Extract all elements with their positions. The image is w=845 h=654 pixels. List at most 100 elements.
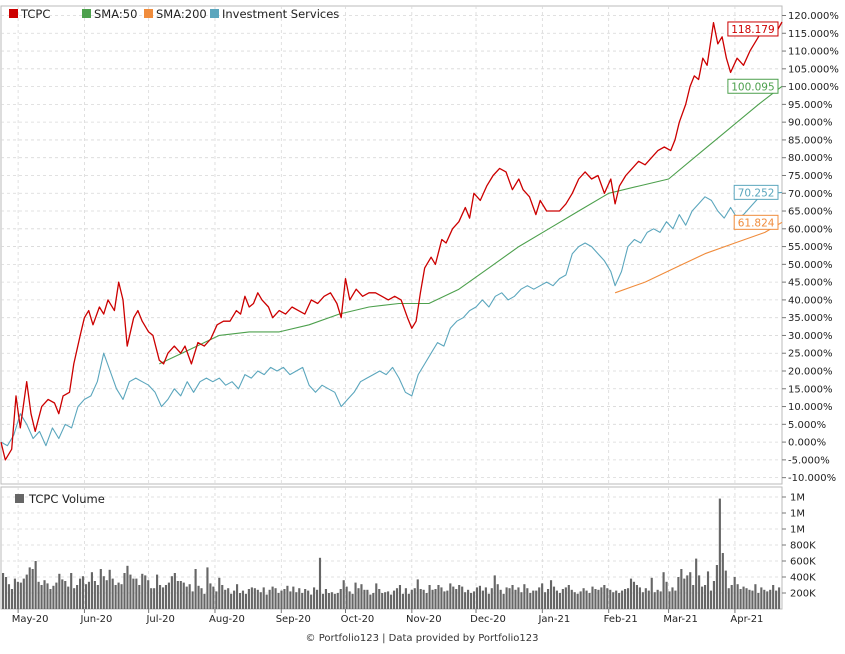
volume-bar: [102, 576, 105, 609]
volume-bar: [307, 590, 310, 609]
volume-bar: [2, 573, 5, 609]
volume-bar: [310, 594, 313, 609]
volume-bar: [431, 589, 434, 609]
volume-bar: [745, 588, 748, 609]
volume-bar: [392, 590, 396, 609]
volume-bar: [87, 581, 91, 609]
volume-bar: [43, 580, 46, 609]
volume-bar: [247, 589, 250, 609]
volume-bar: [487, 593, 490, 609]
volume-bar: [369, 594, 372, 609]
price-y-tick-label: 120.000%: [788, 11, 839, 22]
volume-bar: [230, 593, 233, 609]
tcpc-line: [0, 21, 783, 461]
volume-bar: [760, 587, 763, 609]
price-y-tick-label: 50.000%: [788, 260, 833, 271]
tcpc-legend-label: TCPC: [20, 7, 50, 21]
sma-50-end-label: 100.095: [731, 81, 774, 93]
volume-bar: [579, 591, 582, 609]
sma-50-legend-swatch: [82, 9, 91, 18]
volume-bar: [632, 581, 636, 609]
volume-bar: [194, 569, 197, 609]
volume-bar: [434, 589, 437, 609]
x-tick-label: Jan-21: [537, 614, 570, 625]
investment-services-end-label-box: [733, 184, 779, 200]
volume-bar: [357, 588, 360, 609]
volume-bar: [455, 589, 458, 609]
volume-bar: [529, 593, 532, 609]
volume-bar: [301, 593, 304, 609]
volume-bar: [624, 589, 627, 609]
volume-bar: [742, 586, 745, 609]
volume-bar: [650, 577, 653, 609]
volume-bar: [567, 585, 570, 609]
volume-bar: [464, 592, 467, 609]
volume-panel: 200K 400K 600K 800K 1M 1M 1M May-20 Jun-20 Jul-20…: [0, 486, 816, 625]
volume-bar: [662, 572, 665, 609]
price-y-tick-label: 55.000%: [788, 242, 833, 253]
volume-bar: [10, 589, 14, 609]
volume-bar: [253, 588, 256, 609]
volume-bar: [653, 592, 656, 609]
volume-bar: [410, 589, 413, 609]
volume-bar: [321, 593, 325, 609]
volume-bar: [315, 589, 319, 609]
sma-50-end-label-box: [727, 78, 779, 94]
volume-bar: [588, 593, 591, 609]
volume-bar: [354, 582, 357, 609]
volume-bar: [692, 585, 695, 609]
volume-bar: [484, 587, 487, 609]
volume-bar: [271, 586, 274, 609]
volume-bar: [751, 590, 754, 609]
volume-bar: [313, 587, 316, 609]
price-y-tick-label: -10.000%: [788, 473, 836, 484]
volume-bar: [452, 586, 455, 609]
volume-bar: [52, 585, 55, 609]
volume-bar: [594, 589, 597, 609]
volume-bar: [244, 593, 248, 609]
volume-bar: [573, 592, 576, 609]
volume-bar: [19, 582, 22, 609]
volume-bar: [55, 582, 58, 609]
volume-bar: [191, 591, 194, 609]
volume-bar: [461, 586, 464, 609]
volume-bar: [277, 593, 280, 609]
volume-bar: [318, 557, 322, 609]
volume-bar: [635, 585, 638, 609]
volume-bar: [342, 580, 345, 609]
volume-bar: [467, 589, 470, 609]
volume-bar: [135, 578, 138, 609]
volume-bar: [600, 587, 603, 609]
price-y-tick-label: 70.000%: [788, 189, 833, 200]
volume-bar: [549, 580, 553, 609]
volume-bar: [733, 577, 736, 609]
volume-bar: [348, 591, 351, 609]
volume-bar: [538, 587, 541, 609]
volume-bar: [547, 589, 550, 609]
volume-bar: [96, 585, 99, 609]
volume-bar: [659, 591, 662, 609]
volume-bar: [517, 587, 520, 609]
volume-bar: [81, 576, 85, 609]
volume-bar: [703, 585, 707, 609]
volume-bar: [419, 589, 422, 609]
volume-bar: [64, 581, 67, 609]
volume-bar: [123, 573, 126, 609]
volume-bar: [469, 593, 473, 609]
tcpc-legend-swatch: [9, 9, 18, 18]
volume-bar: [422, 589, 425, 609]
volume-bar: [570, 589, 573, 609]
volume-bar: [203, 593, 206, 609]
volume-bar: [31, 569, 34, 609]
volume-bar: [695, 558, 698, 609]
volume-bar: [520, 592, 523, 609]
volume-bar: [505, 587, 508, 609]
volume-bar: [626, 588, 630, 609]
volume-bar: [236, 584, 239, 609]
price-y-tick-label: 40.000%: [788, 295, 833, 306]
volume-bar: [34, 561, 37, 609]
volume-bar: [668, 591, 671, 609]
volume-bar: [262, 587, 265, 609]
volume-bar: [606, 588, 609, 609]
